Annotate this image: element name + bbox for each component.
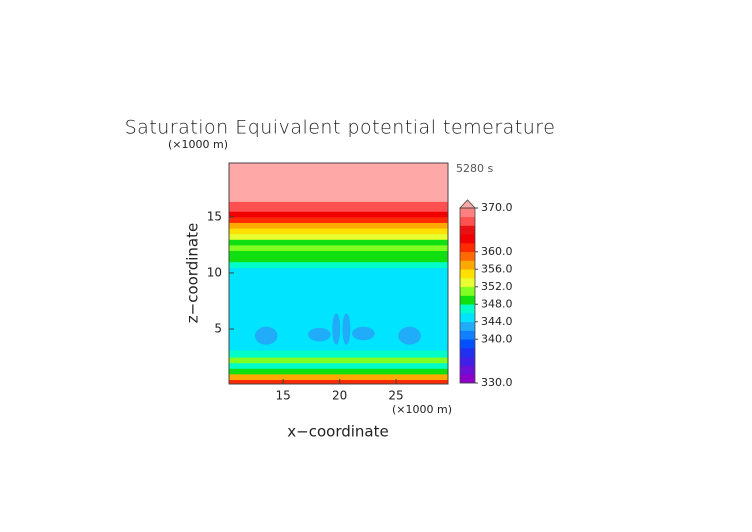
contour-band — [229, 233, 448, 240]
colorbar-segment — [460, 356, 475, 366]
colorbar-tick-label: 370.0 — [481, 201, 513, 214]
time-label: 5280 s — [456, 162, 493, 175]
colorbar-frame — [459, 207, 476, 384]
colorbar-segment — [460, 243, 475, 253]
contour-band — [229, 250, 448, 257]
contour-band — [229, 216, 448, 223]
contour-band — [229, 183, 448, 202]
colorbar-segment — [460, 339, 475, 349]
colorbar-segment — [460, 225, 475, 235]
contour-band — [229, 373, 448, 381]
contour-band — [229, 261, 448, 268]
colorbar-segment — [460, 321, 475, 331]
x-tick-label: 20 — [332, 389, 347, 403]
colorbar-tick-label: 352.0 — [481, 280, 513, 293]
colorbar-segment — [460, 260, 475, 270]
colorbar-segment — [460, 286, 475, 296]
colorbar-segment — [460, 348, 475, 358]
x-unit: (×1000 m) — [392, 403, 452, 416]
contour-cell — [398, 326, 421, 345]
contour-cell — [308, 327, 331, 342]
contour-cell — [332, 313, 341, 345]
colorbar-segment — [460, 216, 475, 226]
contour-band — [229, 163, 448, 184]
contour-band — [229, 350, 448, 358]
contour-band — [229, 256, 448, 263]
contour-band — [229, 211, 448, 218]
colorbar-segment — [460, 278, 475, 288]
contour-band — [229, 244, 448, 252]
colorbar-segment — [460, 234, 475, 244]
contour-band — [229, 379, 448, 385]
y-tick-label: 5 — [214, 322, 222, 336]
contour-band — [229, 222, 448, 229]
colorbar-overflow — [459, 199, 476, 209]
colorbar-tick-label: 340.0 — [481, 332, 513, 345]
contour-cell — [352, 326, 375, 341]
colorbar-segment — [460, 330, 475, 340]
y-axis-label: z−coordinate — [184, 223, 202, 323]
y-tick-label: 15 — [207, 209, 222, 223]
contour-band — [229, 295, 448, 319]
plot-frame — [228, 162, 449, 385]
contour-band — [229, 239, 448, 246]
colorbar-tick-label: 360.0 — [481, 245, 513, 258]
colorbar-segment — [460, 313, 475, 323]
contour-band — [229, 362, 448, 369]
y-unit: (×1000 m) — [168, 138, 228, 151]
colorbar-segment — [460, 269, 475, 279]
colorbar-tick-label: 356.0 — [481, 262, 513, 275]
contour-band — [229, 368, 448, 375]
contour-band — [229, 267, 448, 278]
contour-band — [229, 201, 448, 212]
colorbar-segment — [460, 304, 475, 314]
y-tick-label: 10 — [207, 265, 222, 279]
colorbar-tick-label: 344.0 — [481, 315, 513, 328]
x-tick-label: 25 — [388, 389, 403, 403]
contour-band — [229, 228, 448, 235]
contour-band — [229, 357, 448, 364]
chart-title: Saturation Equivalent potential temeratu… — [125, 117, 556, 139]
contour-band — [229, 337, 448, 351]
colorbar-segment — [460, 374, 475, 384]
colorbar-segment — [460, 251, 475, 261]
colorbar-tick-label: 348.0 — [481, 297, 513, 310]
contour-band — [229, 277, 448, 296]
colorbar-segment — [460, 365, 475, 375]
contour-cell — [342, 313, 351, 345]
x-axis-label: x−coordinate — [287, 423, 388, 441]
contour-cell — [254, 326, 278, 345]
colorbar-tick-label: 330.0 — [481, 376, 513, 389]
colorbar-segment — [460, 208, 475, 218]
colorbar-segment — [460, 295, 475, 305]
x-tick-label: 15 — [276, 389, 291, 403]
